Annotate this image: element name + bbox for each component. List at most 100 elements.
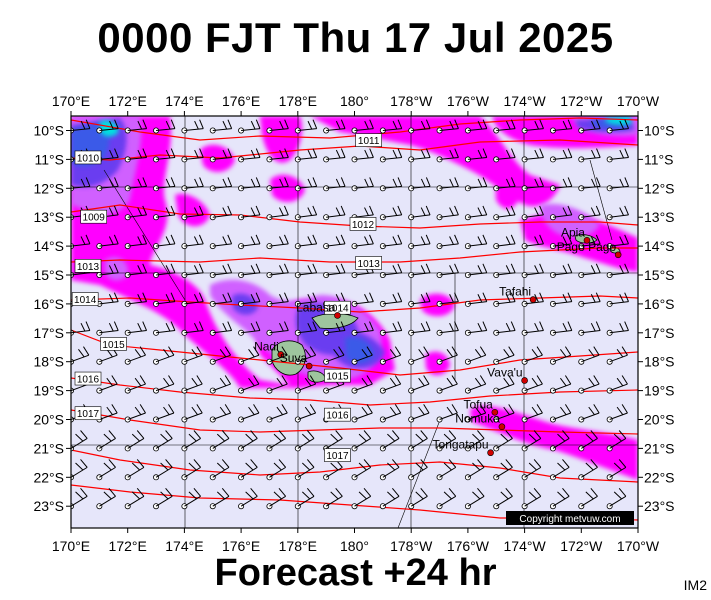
wind-barb [153, 119, 176, 134]
wind-barb [521, 148, 544, 163]
svg-text:1012: 1012 [352, 220, 375, 231]
wind-barb [578, 119, 601, 134]
wind-barb [181, 205, 204, 221]
svg-text:1016: 1016 [77, 375, 100, 386]
wind-barb [379, 459, 400, 481]
wind-barb [209, 234, 233, 250]
wind-barb [436, 119, 459, 134]
wind-barb [96, 430, 116, 452]
wind-barb [493, 119, 516, 134]
wind-barb [521, 292, 544, 307]
lat-label-left: 15°S [33, 267, 64, 283]
wind-barb [181, 430, 201, 452]
wind-barb [266, 321, 289, 336]
lat-label-left: 19°S [33, 383, 64, 399]
svg-text:1017: 1017 [326, 451, 349, 462]
wind-barb [209, 459, 230, 481]
wind-barb [238, 263, 261, 278]
wind-barb [493, 321, 516, 336]
wind-barb [578, 321, 601, 336]
wind-barb [181, 346, 203, 365]
place-name: Tongatapu [433, 438, 489, 452]
wind-barb [606, 487, 627, 510]
wind-barb [181, 404, 203, 423]
wind-barb [436, 375, 458, 394]
wind-barb [238, 459, 258, 481]
isobar-label: 1016 [74, 371, 102, 386]
isobar-label: 1013 [74, 259, 102, 273]
wind-barb [209, 263, 233, 278]
wind-barb [323, 148, 346, 163]
lat-label-right: 14°S [644, 238, 675, 254]
wind-barb [124, 459, 145, 481]
wind-barb [464, 430, 485, 452]
svg-text:1009: 1009 [83, 213, 106, 224]
wind-barb [96, 487, 116, 510]
wind-barb [351, 404, 373, 423]
lon-label-bottom: 174°E [165, 538, 203, 554]
wind-barb [266, 487, 287, 510]
wind-barb [124, 263, 148, 278]
wind-barb [408, 263, 431, 278]
wind-barb [351, 346, 373, 365]
place-name: Nadi [254, 339, 279, 353]
wind-barb [266, 375, 288, 394]
svg-text:1011: 1011 [358, 136, 380, 147]
wind-barb [464, 148, 488, 163]
svg-text:1015: 1015 [326, 372, 349, 383]
wind-barb [379, 375, 402, 394]
wind-barb [408, 292, 431, 307]
wind-barb [294, 487, 315, 510]
wind-barb [266, 430, 287, 452]
wind-barb [436, 205, 459, 221]
wind-barb [606, 205, 629, 221]
wind-barb [464, 234, 488, 250]
wind-barb [181, 292, 204, 307]
place-marker: Apia [561, 225, 591, 244]
wind-barb [153, 430, 173, 452]
lon-label-bottom: 174°W [504, 538, 547, 554]
wind-barb [153, 292, 176, 307]
lat-label-right: 12°S [644, 180, 675, 196]
wind-barb [436, 148, 459, 163]
wind-barb [153, 487, 173, 510]
wind-barb [408, 119, 431, 134]
wind-barb [521, 321, 544, 336]
wind-barb [266, 292, 289, 307]
wind-barb [181, 321, 204, 336]
forecast-horizon: Forecast +24 hr [214, 552, 497, 594]
place-name: Tafahi [499, 285, 531, 299]
wind-barb [294, 404, 317, 423]
place-marker: Pago Pago [557, 240, 622, 259]
wind-barb [124, 346, 146, 365]
wind-barb [294, 292, 318, 307]
wind-barb [209, 430, 230, 452]
wind-barb [408, 177, 431, 192]
wind-barb [606, 404, 628, 423]
lon-label-top: 180° [340, 93, 369, 109]
wind-barb [238, 404, 260, 423]
wind-barb [266, 205, 289, 221]
wind-barb [408, 321, 431, 336]
lat-label-right: 11°S [644, 151, 673, 167]
lon-labels-bottom: 170°E 172°E 174°E 176°E 178°E 180° 178°W 176°W 1… [52, 538, 660, 554]
wind-barb [379, 430, 400, 452]
wind-barb [606, 430, 627, 452]
lon-label-bottom: 180° [340, 538, 369, 554]
wind-barb [521, 177, 544, 192]
wind-barb [408, 205, 431, 221]
wind-barb [408, 346, 430, 365]
lat-label-right: 22°S [644, 469, 675, 485]
isobar-label: 1017 [324, 448, 351, 462]
lon-label-bottom: 178°W [390, 538, 433, 554]
place-name: Pago Pago [557, 240, 617, 254]
wind-barb [464, 404, 487, 423]
wind-barb [379, 263, 403, 278]
wind-barb [464, 375, 487, 394]
lat-label-right: 13°S [644, 209, 675, 225]
wind-barb [266, 148, 289, 163]
lat-label-right: 18°S [644, 354, 675, 370]
wind-barb [96, 459, 116, 481]
wind-barb [323, 263, 346, 278]
wind-barb [124, 375, 146, 394]
